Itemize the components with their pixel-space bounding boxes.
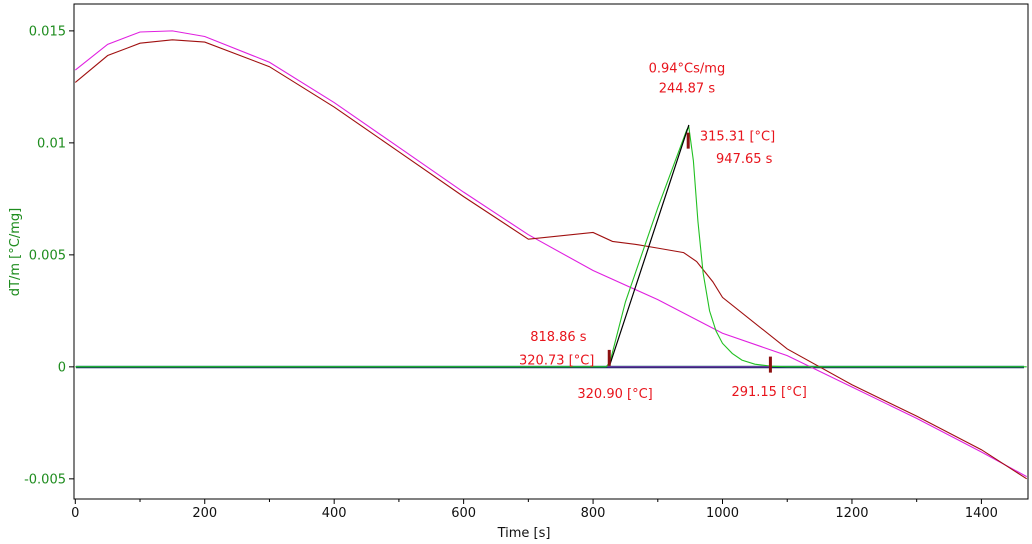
plot-frame [73,3,1029,500]
x-tick-label: 1400 [965,506,998,521]
event-marker-1 [607,349,611,366]
annotation-5: 818.86 s [530,330,587,345]
x-tick-label: 1000 [706,506,739,521]
x-tick-label: 600 [451,506,476,521]
y-tick-label: 0.005 [29,248,66,263]
series-layer [74,30,1028,480]
annotation-3: 315.31 [°C] [700,130,775,145]
x-tick-label: 800 [581,506,606,521]
x-tick-label: 0 [71,506,79,521]
annotation-4: 947.65 s [716,152,773,167]
series-line-3 [75,125,1027,368]
x-axis-ticks: 0 200 400 600 800 1000 1200 1400 [71,499,998,521]
x-tick-label: 400 [322,506,347,521]
event-marker-2 [686,132,690,149]
y-tick-label: 0.01 [37,136,66,151]
y-axis-label: dT/m [°C/mg] [8,208,23,296]
y-axis-ticks: 0.015 0.01 0.005 0 -0.005 [24,24,74,487]
series-line-1 [74,30,1027,478]
annotation-2: 244.87 s [659,81,716,96]
y-tick-label: 0 [58,360,66,375]
x-axis-label: Time [s] [497,526,551,541]
annotation-8: 291.15 [°C] [731,385,806,400]
y-tick-label: -0.005 [24,472,66,487]
event-marker-3 [768,356,772,373]
y-tick-label: 0.015 [29,24,66,39]
series-line-4 [609,124,690,365]
annotation-layer: 0.94°Cs/mg 244.87 s 315.31 [°C] 947.65 s 818… [519,61,807,402]
marker-layer [607,132,772,373]
x-tick-label: 200 [192,506,217,521]
annotation-6: 320.73 [°C] [519,354,594,369]
series-line-2 [74,39,1028,480]
x-tick-label: 1200 [835,506,868,521]
annotation-1: 0.94°Cs/mg [649,61,726,76]
annotation-7: 320.90 [°C] [577,387,652,402]
